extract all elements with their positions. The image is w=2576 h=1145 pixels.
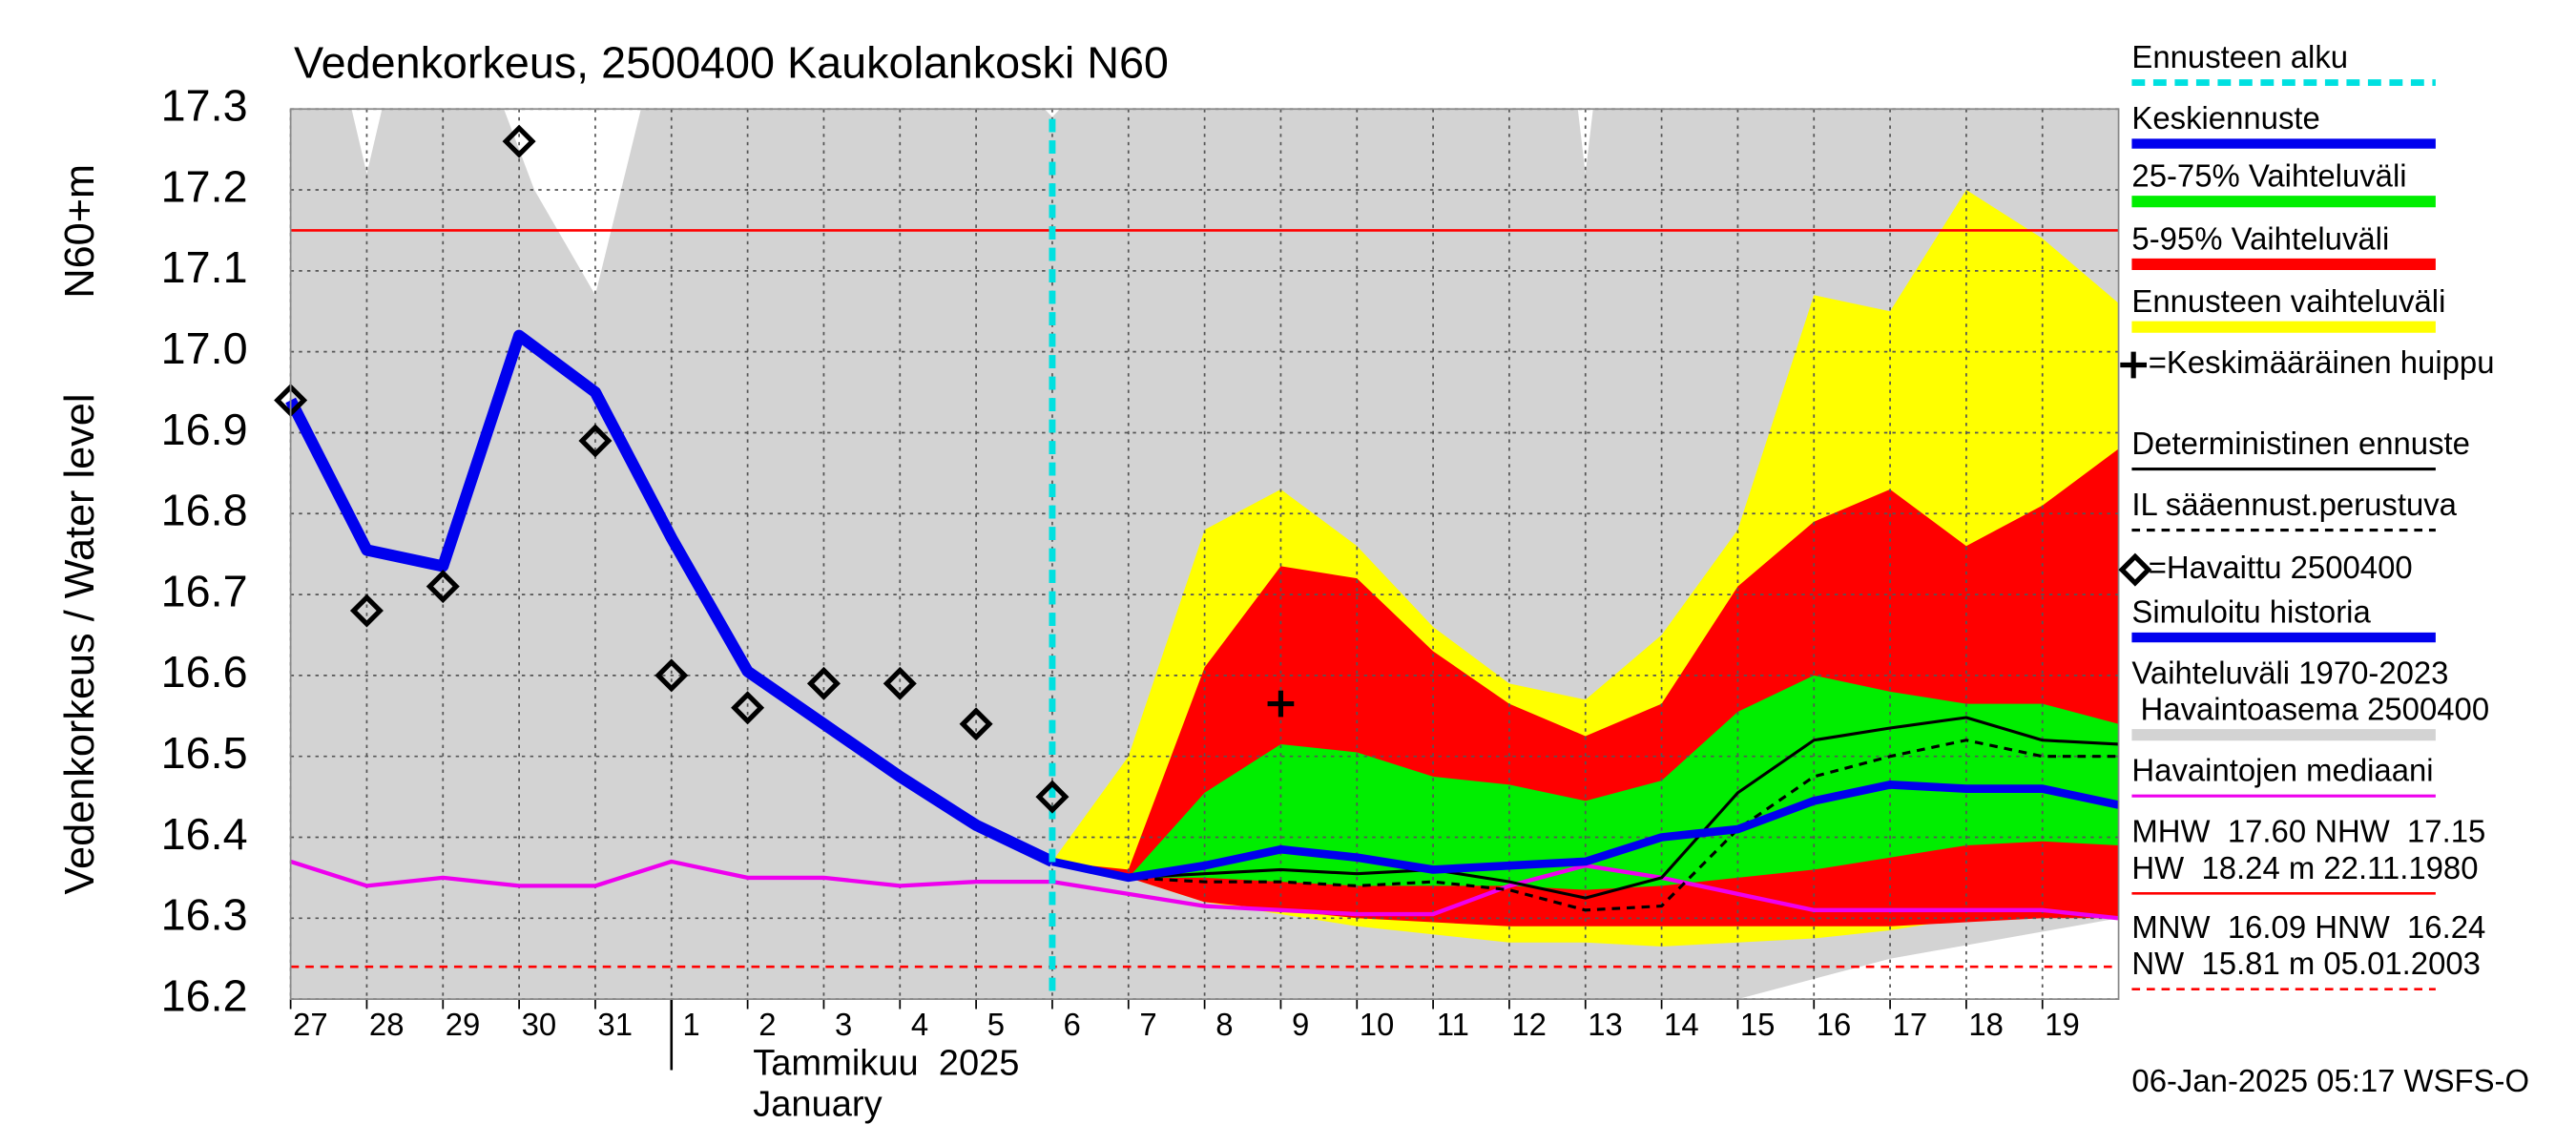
observed-marker — [883, 666, 917, 700]
y-unit-label: N60+m — [57, 164, 103, 299]
legend-label: MNW 16.09 HNW 16.24 — [2131, 909, 2485, 945]
observed-marker — [578, 424, 613, 458]
observed-marker — [349, 593, 384, 628]
footer: 06-Jan-2025 05:17 WSFS-O — [2131, 1063, 2529, 1098]
chart-title: Vedenkorkeus, 2500400 Kaukolankoski N60 — [294, 38, 1169, 88]
x-tick-label: 5 — [987, 1007, 1005, 1042]
x-tick-label: 17 — [1893, 1007, 1928, 1042]
legend-label: =Keskimääräinen huippu — [2149, 344, 2495, 380]
legend-label: HW 18.24 m 22.11.1980 — [2131, 850, 2478, 885]
y-tick-label: 16.2 — [161, 970, 248, 1020]
x-tick-label: 15 — [1740, 1007, 1776, 1042]
x-tick-label: 9 — [1292, 1007, 1309, 1042]
legend-label: Keskiennuste — [2131, 100, 2319, 135]
x-tick-label: 27 — [293, 1007, 328, 1042]
legend-label: NW 15.81 m 05.01.2003 — [2131, 946, 2481, 981]
legend-label: Ennusteen vaihteluväli — [2131, 283, 2445, 319]
x-tick-label: 3 — [835, 1007, 852, 1042]
y-tick-label: 17.2 — [161, 161, 248, 211]
x-tick-label: 12 — [1511, 1007, 1547, 1042]
legend-label: Deterministinen ennuste — [2131, 426, 2470, 461]
y-axis-label: Vedenkorkeus / Water level — [57, 394, 103, 895]
plot-border — [289, 108, 2120, 1000]
plot-area: 16.2 16.3 16.4 16.5 16.6 16.7 16.8 16.9 17.0 17.1… — [161, 81, 2120, 1071]
x-tick-label: 29 — [446, 1007, 481, 1042]
observed-marker — [1035, 780, 1070, 814]
x-tick-label: 16 — [1817, 1007, 1852, 1042]
peak-marker — [1267, 690, 1295, 718]
x-tick-label: 4 — [911, 1007, 928, 1042]
legend-label: Havaintojen mediaani — [2131, 753, 2433, 788]
band — [1051, 675, 2119, 890]
x-axis-label: Tammikuu 2025 — [753, 1043, 1019, 1083]
series-line — [1051, 739, 2119, 912]
legend-label: MHW 17.60 NHW 17.15 — [2131, 814, 2485, 849]
x-tick-label: 14 — [1664, 1007, 1699, 1042]
y-tick-label: 16.5 — [161, 728, 248, 778]
legend: Ennusteen alku Keskiennuste 25-75% Vaihtel… — [2118, 39, 2495, 991]
y-tick-label: 16.7 — [161, 566, 248, 615]
x-tick-label: 19 — [2045, 1007, 2080, 1042]
x-tick-label: 8 — [1215, 1007, 1233, 1042]
legend-label: 25-75% Vaihteluväli — [2131, 158, 2406, 194]
legend-label: Havaintoasema 2500400 — [2131, 692, 2489, 727]
x-tick-label: 1 — [682, 1007, 699, 1042]
legend-label: =Havaittu 2500400 — [2149, 550, 2413, 585]
observed-marker — [806, 666, 841, 700]
y-tick-label: 16.9 — [161, 405, 248, 454]
y-tick-label: 17.3 — [161, 81, 248, 131]
x-tick-label: 31 — [597, 1007, 633, 1042]
y-tick-label: 17.1 — [161, 242, 248, 292]
x-tick-label: 2 — [758, 1007, 776, 1042]
x-axis-label-en: January — [753, 1085, 882, 1125]
legend-label: Ennusteen alku — [2131, 39, 2348, 74]
peak-marker — [2120, 351, 2147, 379]
x-tick-label: 10 — [1360, 1007, 1395, 1042]
y-tick-label: 16.3 — [161, 890, 248, 940]
legend-label: Vaihteluväli 1970-2023 — [2131, 656, 2448, 691]
x-tick-label: 11 — [1437, 1007, 1469, 1042]
series-line — [1051, 716, 2119, 900]
y-tick-label: 17.0 — [161, 323, 248, 373]
series-line — [1051, 781, 2120, 883]
lines — [285, 229, 2120, 968]
y-tick-label: 16.6 — [161, 647, 248, 697]
x-tick-label: 6 — [1064, 1007, 1081, 1042]
x-tick-label: 7 — [1139, 1007, 1156, 1042]
legend-label: IL sääennust.perustuva — [2131, 487, 2457, 522]
legend-label: Simuloitu historia — [2131, 594, 2371, 630]
observed-marker — [426, 570, 460, 604]
y-tick-label: 16.4 — [161, 809, 248, 859]
observed-marker — [654, 658, 689, 693]
x-tick-label: 28 — [369, 1007, 405, 1042]
observed-marker — [2118, 552, 2152, 587]
x-tick-label: 13 — [1588, 1007, 1623, 1042]
legend-label: 5-95% Vaihteluväli — [2131, 220, 2389, 256]
y-tick-label: 16.8 — [161, 486, 248, 535]
observed-marker — [959, 707, 993, 741]
x-tick-label: 30 — [522, 1007, 557, 1042]
observed-marker — [731, 691, 765, 725]
x-tick-label: 18 — [1968, 1007, 2004, 1042]
series-line — [289, 859, 2119, 921]
observed-marker — [502, 124, 536, 158]
bands — [290, 109, 2119, 1000]
series-line — [285, 329, 1055, 867]
